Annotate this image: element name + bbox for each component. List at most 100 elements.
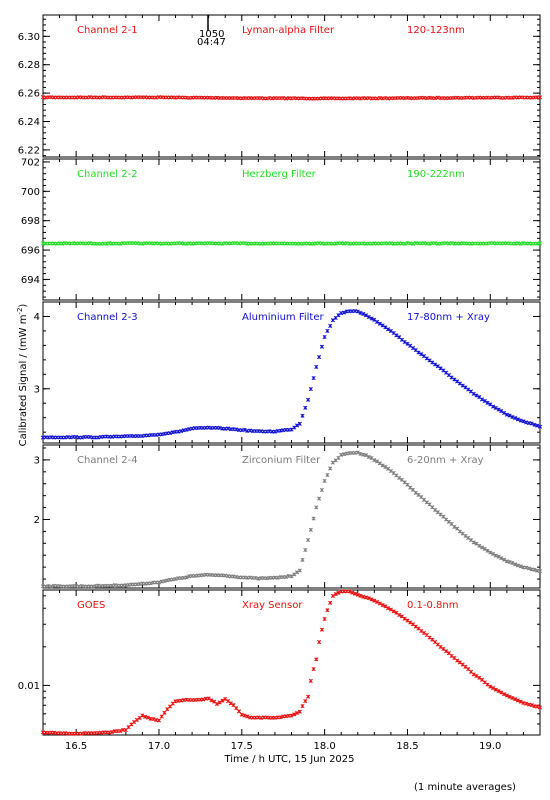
- data-point: [176, 429, 181, 434]
- data-point: [314, 505, 319, 510]
- data-series: [40, 95, 543, 101]
- data-point: [416, 350, 421, 355]
- data-point: [369, 316, 374, 321]
- data-point: [537, 241, 543, 246]
- y-tick-label: 4: [34, 312, 40, 323]
- data-point: [479, 545, 485, 550]
- data-point: [455, 658, 460, 663]
- data-point: [524, 701, 529, 706]
- data-point: [397, 612, 402, 617]
- data-point: [518, 241, 523, 246]
- band-label: 190-222nm: [407, 169, 465, 180]
- x-tick-label: 16.5: [65, 741, 87, 752]
- data-point: [317, 496, 322, 501]
- data-point: [151, 717, 156, 722]
- data-point: [220, 241, 225, 246]
- data-point: [493, 405, 498, 410]
- data-point: [474, 673, 479, 679]
- x-tick-label: 19.0: [479, 741, 501, 752]
- channel-label: Channel 2-4: [77, 455, 138, 466]
- data-point: [156, 580, 162, 585]
- data-point: [225, 426, 231, 431]
- channel-label: Channel 2-1: [77, 25, 138, 36]
- data-point: [430, 360, 435, 365]
- data-point: [410, 241, 416, 246]
- time-marker-label: 04:47: [197, 37, 226, 48]
- y-tick-label: 6.30: [18, 32, 40, 43]
- data-point: [380, 323, 385, 328]
- x-tick-label: 17.5: [231, 741, 253, 752]
- data-point: [303, 547, 308, 553]
- data-series: [40, 589, 543, 736]
- data-point: [380, 603, 385, 608]
- panel-frame: [42, 444, 541, 589]
- x-tick-label: 17.0: [148, 741, 170, 752]
- data-point: [421, 630, 427, 636]
- data-point: [402, 616, 407, 621]
- data-point: [303, 405, 308, 410]
- data-point: [289, 713, 294, 718]
- data-point: [537, 424, 543, 429]
- data-point: [358, 310, 363, 315]
- data-point: [311, 667, 316, 672]
- data-point: [449, 375, 454, 380]
- data-point: [405, 482, 410, 487]
- data-point: [328, 600, 333, 605]
- data-point: [294, 570, 300, 575]
- data-point: [104, 241, 109, 246]
- data-point: [333, 592, 338, 597]
- data-point: [60, 241, 65, 246]
- x-axis-title: Time / h UTC, 15 Jun 2025: [223, 754, 354, 765]
- band-label: 6-20nm + Xray: [407, 455, 484, 466]
- data-point: [272, 429, 277, 434]
- data-point: [300, 413, 305, 418]
- data-point: [372, 458, 377, 463]
- data-point: [228, 701, 233, 706]
- data-point: [510, 560, 515, 566]
- data-point: [471, 391, 476, 396]
- data-point: [496, 554, 501, 559]
- data-point: [507, 413, 512, 418]
- data-point: [217, 425, 222, 430]
- band-label: 17-80nm + Xray: [407, 312, 490, 323]
- data-point: [460, 383, 465, 388]
- data-point: [162, 579, 167, 584]
- data-point: [502, 692, 507, 697]
- data-point: [143, 714, 148, 719]
- data-point: [217, 700, 222, 705]
- data-point: [294, 710, 300, 716]
- data-point: [485, 548, 490, 553]
- data-point: [137, 581, 142, 587]
- data-point: [283, 574, 289, 579]
- data-point: [109, 583, 115, 588]
- data-point: [366, 454, 371, 459]
- data-point: [496, 689, 501, 694]
- data-point: [245, 714, 250, 719]
- data-point: [397, 475, 402, 480]
- data-point: [513, 562, 518, 567]
- data-point: [410, 346, 416, 351]
- data-point: [314, 657, 319, 662]
- data-point: [507, 559, 512, 565]
- data-point: [306, 397, 311, 402]
- data-point: [375, 319, 380, 324]
- data-point: [449, 521, 454, 526]
- data-point: [341, 310, 347, 315]
- data-point: [482, 546, 487, 551]
- data-point: [502, 410, 507, 415]
- data-point: [529, 703, 534, 708]
- y-tick-label: 0.01: [18, 681, 40, 692]
- data-point: [159, 714, 164, 719]
- data-point: [292, 712, 297, 717]
- data-point: [96, 435, 101, 440]
- y-tick-label: 698: [21, 216, 40, 227]
- data-point: [449, 241, 454, 246]
- y-axis-title: Calibrated Signal / (mW m-2): [16, 304, 29, 447]
- data-point: [308, 678, 313, 683]
- data-point: [156, 718, 162, 723]
- data-point: [491, 404, 496, 409]
- data-point: [140, 713, 145, 718]
- data-point: [239, 712, 244, 717]
- data-point: [529, 421, 534, 426]
- data-point: [524, 565, 529, 570]
